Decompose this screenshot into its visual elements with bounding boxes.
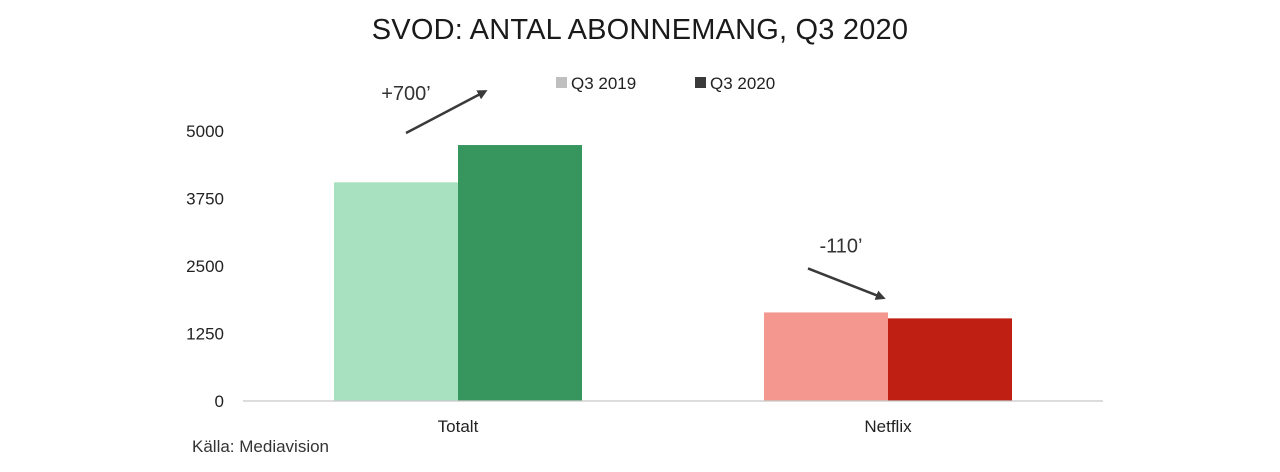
y-axis: 0 1250 2500 3750 5000 (186, 122, 224, 411)
change-annotation: -110’ (820, 235, 863, 257)
y-tick-label: 2500 (186, 257, 224, 276)
chart-title: SVOD: ANTAL ABONNEMANG, Q3 2020 (371, 14, 909, 46)
x-category-label: Netflix (864, 417, 912, 436)
bar-netflix-q3-2019 (764, 312, 888, 401)
change-arrow-up (405, 90, 488, 135)
y-tick-label: 5000 (186, 122, 224, 141)
source-note: Källa: Mediavision (192, 437, 330, 456)
change-annotation: +700’ (381, 83, 431, 105)
bar-totalt-q3-2020 (458, 145, 582, 401)
bars (334, 145, 1012, 401)
category-labels: Totalt Netflix (438, 417, 912, 436)
legend: Q3 2019 Q3 2020 (556, 74, 775, 93)
y-tick-label: 1250 (186, 325, 224, 344)
y-tick-label: 3750 (186, 190, 224, 209)
y-tick-label: 0 (215, 392, 224, 411)
x-category-label: Totalt (438, 417, 479, 436)
annotations: +700’ -110’ (381, 83, 886, 300)
legend-swatch (556, 77, 567, 88)
change-arrow-down (807, 267, 886, 300)
bar-netflix-q3-2020 (888, 318, 1012, 401)
legend-label: Q3 2019 (571, 74, 636, 93)
bar-totalt-q3-2019 (334, 182, 458, 401)
legend-swatch (695, 77, 706, 88)
legend-label: Q3 2020 (710, 74, 775, 93)
